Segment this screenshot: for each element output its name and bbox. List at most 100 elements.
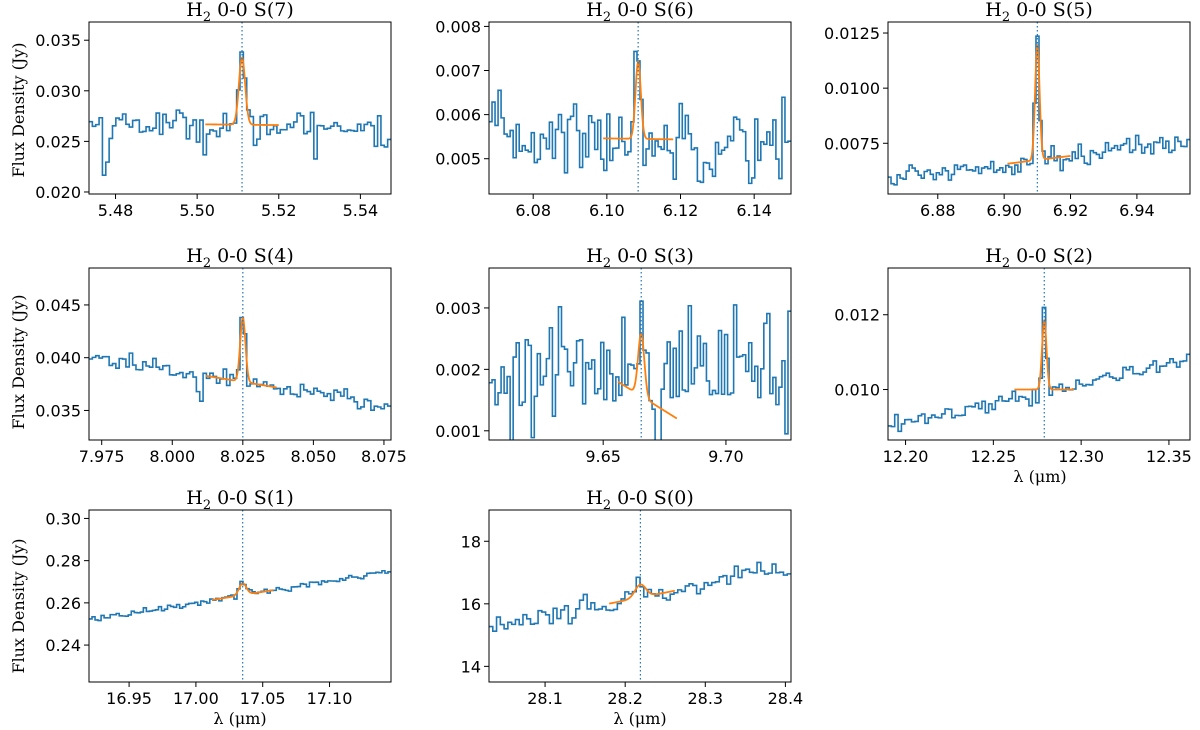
axes-frame — [488, 267, 792, 441]
y-tick-label: 0.28 — [45, 552, 81, 571]
x-tick-label: 12.20 — [883, 447, 929, 466]
x-tick-label: 8.075 — [361, 447, 407, 466]
axes-frame — [88, 509, 392, 683]
x-tick-label: 5.48 — [98, 201, 134, 220]
x-axis-label-panel-7: λ (μm) — [213, 709, 266, 728]
spectrum-series — [888, 306, 1190, 433]
gaussian-fit-series — [205, 315, 277, 389]
panel-title: H2 0-0 S(6) — [586, 0, 693, 25]
y-tick-label: 0.025 — [35, 132, 81, 151]
x-tick-label: 8.000 — [149, 447, 195, 466]
x-tick-label: 9.70 — [708, 447, 744, 466]
gaussian-fit-series — [603, 59, 674, 141]
panel-title: H2 0-0 S(3) — [586, 245, 693, 271]
x-tick-label: 6.90 — [986, 201, 1022, 220]
x-tick-label: 12.25 — [970, 447, 1016, 466]
y-tick-label: 0.0125 — [824, 24, 880, 43]
axes-frame — [488, 21, 792, 195]
x-tick-label: 17.10 — [307, 689, 353, 708]
y-axis-label-row-1: Flux Density (Jy) — [9, 42, 28, 177]
y-tick-label: 0.008 — [435, 17, 481, 36]
axes-frame — [887, 267, 1191, 441]
y-tick-label: 0.045 — [35, 296, 81, 315]
y-tick-label: 0.007 — [435, 62, 481, 81]
x-tick-label: 6.10 — [589, 201, 625, 220]
panel-title: H2 0-0 S(1) — [186, 487, 293, 513]
x-tick-label: 28.1 — [527, 689, 563, 708]
panel-title: H2 0-0 S(4) — [186, 245, 293, 271]
gaussian-fit-series — [608, 583, 676, 605]
x-tick-label: 8.050 — [290, 447, 336, 466]
y-tick-label: 0.012 — [834, 306, 880, 325]
x-tick-label: 17.00 — [173, 689, 219, 708]
x-tick-label: 17.05 — [240, 689, 286, 708]
panel-8: H2 0-0 S(0) 28.1 28.2 28.3 28.4 14 16 18 — [461, 487, 804, 708]
axes-frame — [887, 21, 1191, 195]
x-tick-label: 6.12 — [663, 201, 699, 220]
x-tick-label: 28.2 — [607, 689, 643, 708]
y-tick-label: 0.035 — [35, 31, 81, 50]
panels-group: H2 0-0 S(7) 5.48 5.50 5.52 5.54 0.020 0.025 0.0… — [35, 0, 1192, 708]
y-tick-label: 0.010 — [834, 381, 880, 400]
x-tick-label: 6.92 — [1053, 201, 1089, 220]
y-tick-label: 0.006 — [435, 106, 481, 125]
x-tick-label: 6.14 — [736, 201, 772, 220]
x-tick-label: 9.65 — [585, 447, 621, 466]
panel-5: H2 0-0 S(3) 9.65 9.70 0.001 0.002 0.003 — [435, 245, 792, 466]
x-tick-label: 6.08 — [515, 201, 551, 220]
x-tick-label: 16.95 — [106, 689, 152, 708]
y-tick-label: 0.020 — [35, 183, 81, 202]
panel-7: H2 0-0 S(1) 16.95 17.00 17.05 17.10 0.24 0.26 0… — [45, 487, 392, 708]
gaussian-fit-series — [205, 56, 279, 126]
y-tick-label: 0.030 — [35, 82, 81, 101]
gaussian-fit-series — [1007, 43, 1071, 165]
spectrum-series — [489, 561, 791, 632]
panel-title: H2 0-0 S(2) — [985, 245, 1092, 271]
axes-frame — [488, 509, 792, 683]
x-tick-label: 12.35 — [1146, 447, 1192, 466]
y-tick-label: 0.003 — [435, 299, 481, 318]
panel-1: H2 0-0 S(7) 5.48 5.50 5.52 5.54 0.020 0.025 0.0… — [35, 0, 392, 220]
y-tick-label: 0.30 — [45, 509, 81, 528]
y-tick-label: 0.0075 — [824, 134, 880, 153]
axes-frame — [88, 21, 392, 195]
y-tick-label: 0.035 — [35, 401, 81, 420]
y-tick-label: 0.24 — [45, 636, 81, 655]
y-tick-label: 0.001 — [435, 422, 481, 441]
x-tick-label: 7.975 — [79, 447, 125, 466]
y-tick-label: 18 — [461, 532, 481, 551]
panel-4: H2 0-0 S(4) 7.975 8.000 8.025 8.050 8.075 0.03… — [35, 245, 407, 466]
x-tick-label: 28.4 — [768, 689, 804, 708]
x-tick-label: 6.94 — [1119, 201, 1155, 220]
y-tick-label: 16 — [461, 595, 481, 614]
spectrum-series — [89, 316, 391, 411]
x-tick-label: 12.30 — [1058, 447, 1104, 466]
x-tick-label: 8.025 — [220, 447, 266, 466]
y-tick-label: 14 — [461, 657, 481, 676]
panel-title: H2 0-0 S(0) — [586, 487, 693, 513]
gaussian-fit-series — [617, 332, 678, 420]
y-axis-label-row-2: Flux Density (Jy) — [9, 294, 28, 429]
spectrum-series — [89, 569, 391, 622]
y-tick-label: 0.0100 — [824, 79, 880, 98]
panel-2: H2 0-0 S(6) 6.08 6.10 6.12 6.14 0.005 0.006 0.0… — [435, 0, 792, 220]
panel-title: H2 0-0 S(7) — [186, 0, 293, 25]
x-tick-label: 6.88 — [920, 201, 956, 220]
x-tick-label: 28.3 — [687, 689, 723, 708]
y-tick-label: 0.005 — [435, 150, 481, 169]
spectrum-series — [489, 300, 791, 440]
x-tick-label: 5.50 — [179, 201, 215, 220]
panel-3: H2 0-0 S(5) 6.88 6.90 6.92 6.94 0.0075 0.0100 0… — [824, 0, 1191, 220]
y-tick-label: 0.002 — [435, 360, 481, 379]
x-tick-label: 5.52 — [261, 201, 297, 220]
axes-frame — [88, 267, 392, 441]
x-axis-label-panel-6: λ (μm) — [1013, 467, 1066, 486]
y-tick-label: 0.26 — [45, 594, 81, 613]
panel-title: H2 0-0 S(5) — [985, 0, 1092, 25]
x-axis-label-panel-8: λ (μm) — [613, 709, 666, 728]
gaussian-fit-series — [1014, 318, 1075, 391]
y-tick-label: 0.040 — [35, 349, 81, 368]
panel-6: H2 0-0 S(2) 12.20 12.25 12.30 12.35 0.010 0.01… — [834, 245, 1192, 466]
y-axis-label-row-3: Flux Density (Jy) — [9, 538, 28, 673]
